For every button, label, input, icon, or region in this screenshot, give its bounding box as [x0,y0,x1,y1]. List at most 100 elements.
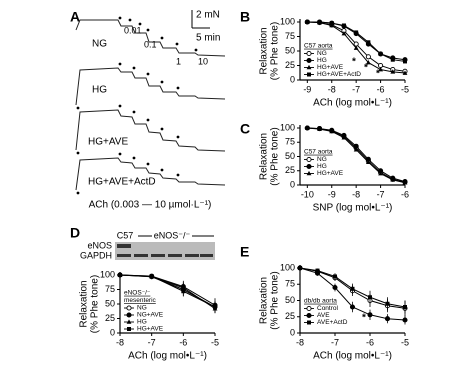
marker [403,305,407,309]
marker [366,40,371,45]
marker [365,159,371,164]
legend-label: HG+AVE [317,170,344,177]
marker [298,266,302,270]
legend-label: NG [317,156,327,163]
y-tick-label: 75 [285,137,295,147]
x-tick-label: -8 [296,337,304,347]
scale-label: 5 min [196,33,220,44]
marker [181,289,186,294]
y-axis-title: Relaxation [259,27,270,74]
x-tick-label: -6 [366,337,374,347]
y-axis-title: (% Phe tone) [270,127,281,185]
ach-dots [76,16,198,195]
marker [402,70,408,75]
marker [317,20,322,24]
marker [367,312,373,318]
x-tick-label: -7 [352,84,360,94]
marker [378,171,383,176]
trace-label: NG [92,39,107,50]
legend-marker [307,320,311,325]
x-axis-title: ACh (log mol•L⁻¹) [313,351,392,362]
legend-title: mesenteric [124,297,157,304]
annotation: * [352,57,356,68]
legend-marker [307,72,311,77]
legend-label: HG [317,57,327,64]
blot-row-label: GAPDH [80,250,112,260]
legend-marker [306,312,312,319]
legend-label: HG+AVE [317,64,344,71]
x-tick-label: -8 [116,337,124,347]
y-tick-label: 75 [285,279,295,289]
legend-title: C57 aorta [304,43,333,50]
x-tick-label: -5 [401,337,409,347]
marker [304,125,310,130]
legend-label: NG [317,50,327,57]
marker [315,268,320,273]
y-tick-label: 25 [285,311,295,321]
blot-bands [117,244,213,257]
panel-label: D [70,225,80,241]
marker [341,31,347,36]
legend-marker [126,312,132,318]
trace [75,157,226,191]
agonist-label: ACh (0.003 — 10 µmol·L⁻¹) [89,200,212,211]
legend-marker [306,305,312,312]
marker [390,177,396,182]
marker [329,21,334,26]
y-tick-label: 75 [285,31,295,41]
marker [365,60,371,65]
marker [353,45,359,50]
marker [317,126,322,131]
marker [341,135,347,140]
x-tick-label: -6 [377,84,385,94]
x-axis-title: ACh (log mol•L⁻¹) [313,98,392,109]
x-axis-title: SNP (log mol•L⁻¹) [313,203,393,214]
marker [305,20,310,24]
y-axis-title: Relaxation [259,133,270,180]
legend-title: eNOS⁻/⁻ [124,290,151,297]
marker [402,180,408,185]
legend-marker [126,305,132,311]
y-tick-label: 100 [280,16,295,26]
marker [378,51,383,56]
marker [350,286,355,291]
y-axis-title: Relaxation [79,280,90,327]
trace-label: HG+AVE [88,137,128,148]
panel-label: B [240,9,250,25]
y-tick-label: 0 [110,327,115,337]
y-tick-label: 0 [290,179,295,189]
y-tick-label: 25 [285,165,295,175]
panel-label: E [240,244,249,260]
marker [390,57,395,62]
series-line [119,274,216,308]
legend-label: HG [137,319,147,326]
marker [402,317,408,323]
legend-label: NG+AVE [137,312,164,319]
marker [118,273,122,277]
x-tick-label: -7 [377,189,385,199]
x-tick-label: -7 [148,337,156,347]
x-tick-label: -5 [401,84,409,94]
x-tick-label: -8 [328,84,336,94]
marker [149,274,154,279]
y-tick-label: 25 [285,60,295,70]
genotype-label: eNOS⁻/⁻ [154,230,191,240]
y-tick-label: 50 [285,295,295,305]
y-tick-label: 25 [105,313,115,323]
concentration-label: 0.1 [144,39,157,49]
marker [385,301,390,306]
blot-row-label: eNOS [87,240,112,250]
legend-marker [306,163,312,170]
marker [333,274,337,279]
marker [353,147,359,152]
y-tick-label: 75 [105,284,115,294]
x-axis-title: ACh (log mol•L⁻¹) [128,351,207,362]
trace-label: HG [92,85,107,96]
marker [368,295,372,300]
marker [354,30,359,35]
y-axis-title: (% Phe tone) [270,271,281,329]
trace [75,19,226,57]
legend-marker [127,327,131,331]
